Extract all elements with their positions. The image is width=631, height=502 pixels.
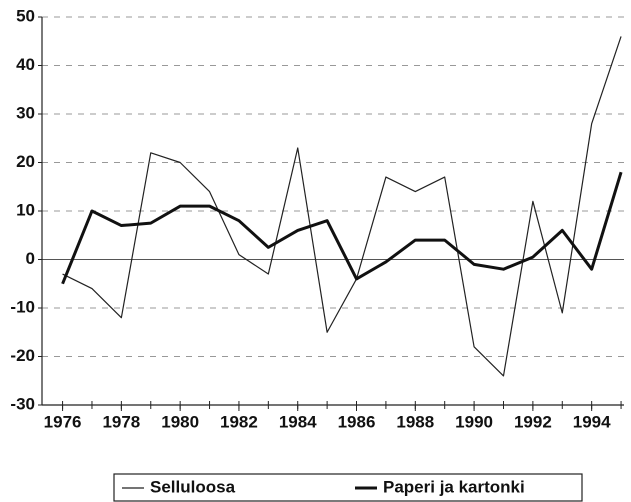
x-tick-label: 1976 [44, 412, 82, 431]
x-tick-label: 1990 [455, 412, 493, 431]
y-tick-label: 0 [26, 249, 35, 268]
y-tick-label: 20 [16, 152, 35, 171]
legend-label: Selluloosa [150, 477, 236, 496]
y-tick-label: 30 [16, 103, 35, 122]
legend-box [113, 473, 583, 502]
y-tick-label: 40 [16, 55, 35, 74]
series-line [61, 171, 623, 285]
y-tick-label: -30 [10, 394, 35, 413]
legend-label: Paperi ja kartonki [383, 477, 525, 496]
x-tick-label: 1984 [279, 412, 317, 431]
x-tick-label: 1978 [102, 412, 140, 431]
y-tick-label: 50 [16, 6, 35, 25]
y-tick-label: -20 [10, 346, 35, 365]
y-tick-label: 10 [16, 200, 35, 219]
x-tick-label: 1980 [161, 412, 199, 431]
y-tick-label: -10 [10, 297, 35, 316]
x-tick-label: 1986 [338, 412, 376, 431]
x-tick-label: 1994 [573, 412, 611, 431]
x-tick-label: 1988 [396, 412, 434, 431]
x-tick-label: 1982 [220, 412, 258, 431]
series-line [62, 36, 622, 377]
x-tick-label: 1992 [514, 412, 552, 431]
